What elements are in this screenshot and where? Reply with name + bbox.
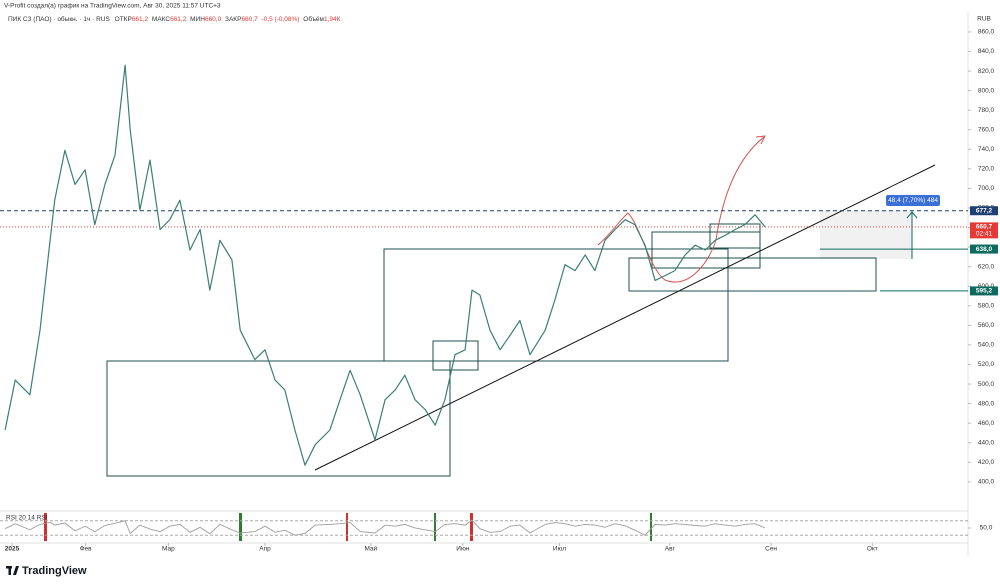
x-tick-label: Мар [162, 546, 175, 553]
y-tick-label: 540,0 [978, 342, 995, 349]
attribution: V-Profit создал(а) график на TradingView… [4, 3, 221, 10]
y-tick-label: 580,0 [978, 303, 995, 310]
y-tick-label: 720,0 [978, 166, 995, 173]
x-tick-label: Июл [553, 546, 566, 553]
price-level-label: 638,0 [976, 246, 993, 253]
y-tick-label: 760,0 [978, 126, 995, 133]
rsi-tick-label: 50,0 [980, 525, 993, 532]
price-level-label: 677,2 [976, 207, 993, 214]
change: -0,5 (-0,08%) [262, 16, 300, 23]
rsi-markers [44, 513, 652, 541]
x-tick-label: 2025 [5, 546, 20, 553]
x-tick-label: Июн [456, 546, 470, 553]
x-tick-label: Апр [259, 546, 271, 553]
rsi-marker [44, 513, 47, 541]
volume: 1,94К [324, 16, 341, 23]
symbol: ПИК СЗ (ПАО) · обыкн. · 1ч · RUS [8, 15, 111, 23]
symbol-line: ПИК СЗ (ПАО) · обыкн. · 1ч · RUS ОТКР661… [8, 15, 341, 23]
price-level-tag [970, 244, 998, 254]
range-box [383, 248, 729, 362]
rsi-marker [470, 513, 473, 541]
y-tick-label: 560,0 [978, 322, 995, 329]
measure-label: 48,4 (7,70%) 484 [888, 197, 938, 204]
y-tick-label: 520,0 [978, 361, 995, 368]
y-tick-label: 740,0 [978, 146, 995, 153]
rsi-marker [650, 513, 652, 541]
ohlc-label: ОТКР [115, 16, 132, 23]
price-level-tag [970, 222, 998, 239]
y-tick-label: 500,0 [978, 381, 995, 388]
trend-line [314, 164, 936, 471]
rsi-marker [239, 513, 242, 541]
range-box [628, 257, 877, 292]
y-tick-label: 800,0 [978, 87, 995, 94]
price-level-tag [970, 206, 998, 216]
y-tick-label: 400,0 [978, 479, 995, 486]
price-level-label: 660,7 [976, 224, 993, 231]
logo: TradingView [6, 565, 87, 577]
y-tick-label: 620,0 [978, 263, 995, 270]
price-line [4, 64, 766, 466]
range-box [432, 340, 479, 371]
price-level-tag [970, 286, 998, 296]
y-tick-label: 780,0 [978, 107, 995, 114]
rsi-line [4, 519, 766, 536]
drawings [106, 164, 936, 477]
ohlc-label: МАКС [152, 16, 170, 23]
currency: RUB [977, 16, 991, 23]
logo-mark [8, 566, 11, 575]
y-tick-label: 700,0 [978, 185, 995, 192]
volume-label: Объём [303, 15, 324, 23]
rsi-label: RSI 20 14 RSI [6, 515, 48, 522]
measure-area [820, 211, 912, 259]
range-box [106, 360, 451, 477]
x-tick-label: Сен [765, 546, 777, 553]
ohlc-value: 661,2 [132, 16, 149, 23]
y-tick-label: 440,0 [978, 439, 995, 446]
ohlc-value: 660,0 [205, 16, 222, 23]
forecast-arrow [597, 136, 765, 283]
y-tick-label: 480,0 [978, 400, 995, 407]
x-tick-label: Фев [80, 546, 93, 553]
price-level-label: 595,2 [976, 288, 993, 295]
x-tick-label: Авг [665, 546, 676, 553]
ohlc-value: 661,2 [170, 16, 187, 23]
measure-arrow-head [906, 211, 918, 219]
countdown: 02:41 [976, 231, 993, 238]
rsi-marker [434, 513, 436, 541]
y-tick-label: 460,0 [978, 420, 995, 427]
y-tick-label: 840,0 [978, 48, 995, 55]
x-tick-label: Окт [867, 546, 878, 553]
logo-text: TradingView [22, 565, 87, 577]
forecast-arrow-head [755, 135, 766, 145]
range-box [651, 231, 761, 269]
range-box [709, 223, 761, 249]
ohlc-value: 660,7 [241, 16, 258, 23]
y-tick-label: 820,0 [978, 68, 995, 75]
ohlc-label: ЗАКР [225, 16, 241, 23]
measure-tag [886, 195, 940, 206]
x-tick-label: Май [364, 545, 377, 553]
ohlc-label: МИН [190, 16, 205, 23]
y-tick-label: 860,0 [978, 29, 995, 36]
rsi-marker [346, 513, 348, 541]
logo-mark [13, 566, 19, 575]
y-tick-label: 420,0 [978, 459, 995, 466]
